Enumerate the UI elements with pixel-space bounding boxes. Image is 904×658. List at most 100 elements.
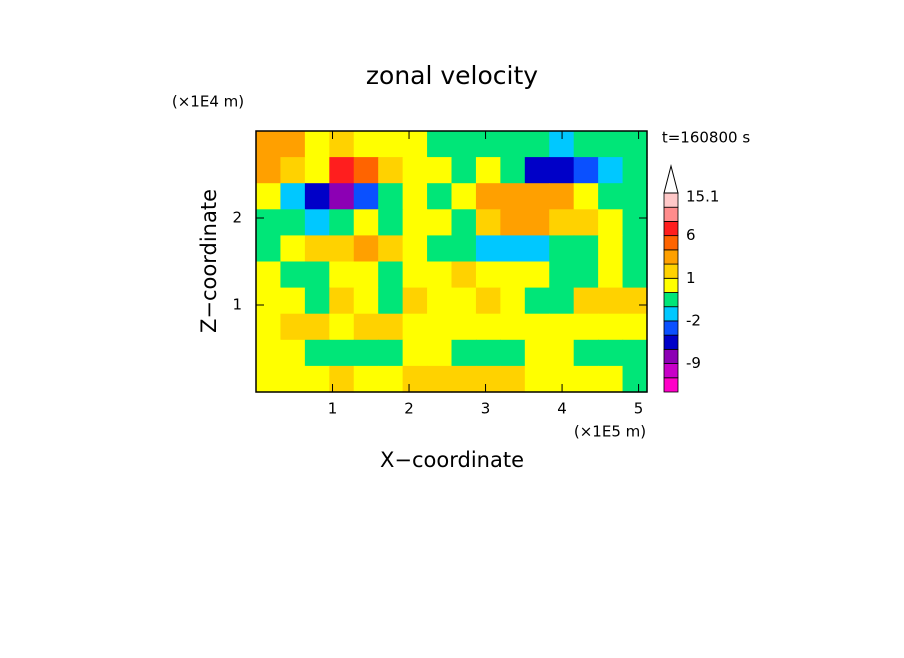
field-cell [256,261,282,289]
chart-title: zonal velocity [366,61,538,90]
field-cell [500,339,526,367]
field-cell [622,235,648,263]
field-cell [451,183,477,210]
colorbar-band [663,377,679,393]
field-cell [573,261,599,289]
field-cell [329,235,355,263]
colorbar-label: 1 [686,269,696,287]
field-cell [280,235,306,263]
field-cell [598,157,624,184]
field-cell [549,235,575,263]
field-cell [598,183,624,210]
field-cell [280,365,306,393]
colorbar-band [663,334,679,350]
field-cell [256,365,282,393]
field-cell [280,131,306,158]
field-cell [280,183,306,210]
field-cell [329,183,355,210]
field-cell [524,183,550,210]
field-cell [475,209,501,236]
field-cell [524,365,550,393]
field-cell [353,235,379,263]
field-cell [500,209,526,236]
field-cell [304,183,330,210]
colorbar-band [663,263,679,279]
field-cell [549,209,575,236]
field-cell [451,339,477,367]
x-tick-label: 5 [634,400,644,418]
field-cell [573,209,599,236]
x-tick-label: 2 [404,400,414,418]
x-tick-label: 3 [481,400,491,418]
field-cell [256,339,282,367]
field-cell [353,131,379,158]
field-cell [475,365,501,393]
field-cell [427,365,453,393]
field-cell [402,365,428,393]
field-cell [622,339,648,367]
field-cell [378,183,404,210]
field-cell [549,183,575,210]
field-cell [427,235,453,263]
field-cell [573,287,599,315]
field-cell [622,365,648,393]
field-cell [402,261,428,289]
field-cell [329,365,355,393]
field-cell [256,209,282,236]
field-cell [573,131,599,158]
field-cell [598,131,624,158]
field-cell [573,339,599,367]
field-cell [500,157,526,184]
y-axis-label: Z−coordinate [197,189,221,333]
plot-frame [255,130,648,393]
field-cell [573,235,599,263]
field-cell [256,287,282,315]
colorbar-band [663,363,679,379]
colorbar-band [663,249,679,265]
field-cell [304,209,330,236]
field-cell [622,157,648,184]
field-cell [549,287,575,315]
field-cell [475,183,501,210]
colorbar-band [663,277,679,293]
field-cell [524,235,550,263]
field-cell [500,365,526,393]
field-cell [524,339,550,367]
field-cell [500,131,526,158]
colorbar-extension [663,164,679,194]
field-cell [256,131,282,158]
field-cell [475,131,501,158]
field-cell [622,209,648,236]
field-cell [524,313,550,341]
colorbar-band [663,235,679,251]
axes: 1 2 3 4 5 1 2 [232,130,648,418]
colorbar-label: 15.1 [686,188,719,206]
field-cell [329,287,355,315]
field-cell [304,131,330,158]
field-cell [353,209,379,236]
field-cell [280,261,306,289]
field-cell [598,209,624,236]
field-cell [427,157,453,184]
field-cell [427,339,453,367]
time-annotation: t=160800 s [662,129,750,147]
field-cell [353,365,379,393]
field-cell [524,157,550,184]
colorbar-band [663,292,679,308]
field-cell [549,261,575,289]
x-tick-label: 1 [328,400,338,418]
field-cell [378,157,404,184]
x-unit: (×1E5 m) [574,423,646,441]
x-tick-label: 4 [557,400,567,418]
colorbar-band [663,320,679,336]
colorbar-band [663,306,679,322]
y-tick-label: 1 [232,296,242,314]
field-cell [573,365,599,393]
field-cell [622,183,648,210]
field-cell [353,287,379,315]
field-cell [427,313,453,341]
field-cell [256,235,282,263]
field-cell [500,313,526,341]
field-cell [598,339,624,367]
field-cell [622,287,648,315]
